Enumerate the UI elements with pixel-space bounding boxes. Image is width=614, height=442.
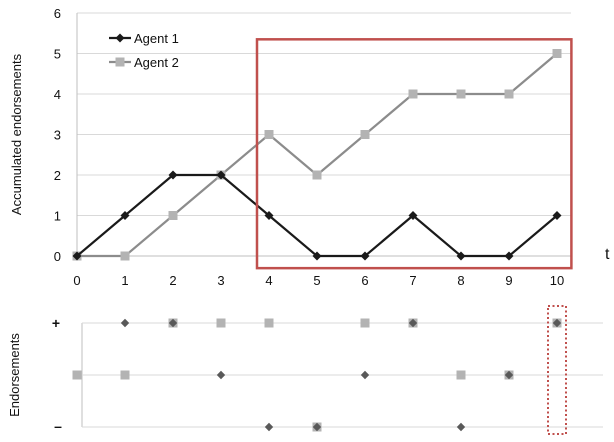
legend-marker-agent-2 — [115, 57, 125, 67]
x-tick-label: 8 — [457, 273, 464, 288]
endorsements-scatter-chart: + – Endorsements — [7, 305, 603, 435]
legend-marker-agent-1 — [115, 33, 125, 43]
highlight-box — [255, 38, 573, 270]
strip-point-agent-1 — [264, 422, 274, 432]
strip-point-agent-1 — [360, 370, 370, 380]
data-point-agent-1 — [120, 211, 130, 220]
x-tick-label: 0 — [73, 273, 80, 288]
data-point-agent-1 — [264, 211, 274, 220]
data-point-agent-2 — [168, 211, 178, 220]
strip-point-agent-1 — [168, 318, 178, 328]
data-point-agent-2 — [264, 130, 274, 139]
x-tick-label: 6 — [361, 273, 368, 288]
data-point-agent-2 — [408, 89, 418, 99]
strip-y-axis-title: Endorsements — [7, 333, 22, 417]
strip-point-agent-1 — [456, 422, 466, 432]
y-tick-label: 5 — [54, 47, 61, 62]
x-tick-label: 1 — [121, 273, 128, 288]
x-tick-label: 10 — [550, 273, 564, 288]
minus-row-label: – — [54, 418, 62, 434]
data-point-agent-1 — [360, 251, 370, 261]
data-point-agent-1 — [456, 251, 466, 261]
y-tick-label: 6 — [54, 6, 61, 21]
data-point-agent-1 — [552, 211, 562, 220]
y-tick-label: 4 — [54, 87, 61, 102]
strip-point-agent-1 — [504, 370, 514, 380]
x-tick-label: 9 — [505, 273, 512, 288]
legend-label-agent-2: Agent 2 — [134, 55, 179, 70]
y-tick-label: 0 — [54, 249, 61, 264]
data-point-agent-1 — [408, 211, 418, 220]
data-point-agent-2 — [456, 89, 466, 99]
data-point-agent-2 — [312, 170, 322, 180]
y-tick-label: 1 — [54, 209, 61, 224]
x-tick-label: 2 — [169, 273, 176, 288]
data-point-agent-1 — [312, 251, 322, 261]
data-point-agent-2 — [120, 251, 130, 261]
highlight-dotted-box — [547, 305, 567, 435]
strip-point-agent-1 — [312, 422, 322, 432]
legend-label-agent-1: Agent 1 — [134, 31, 179, 46]
plus-row-label: + — [52, 315, 60, 331]
y-tick-label: 2 — [54, 168, 61, 183]
x-tick-label: 3 — [217, 273, 224, 288]
accumulated-endorsements-chart: 0 1 2 3 4 5 6 0 1 2 3 4 5 6 7 8 9 10 Accumulated endorseme… — [9, 6, 610, 288]
y-axis-title: Accumulated endorsements — [9, 53, 24, 215]
strip-point-agent-2 — [264, 318, 274, 328]
strip-point-agent-1 — [408, 318, 418, 328]
series-line-agent-2 — [77, 52, 558, 258]
x-axis-title: t — [605, 246, 610, 263]
x-tick-label: 5 — [313, 273, 320, 288]
strip-point-agent-1 — [552, 318, 562, 328]
data-point-agent-1 — [72, 251, 82, 261]
data-point-agent-1 — [168, 170, 178, 180]
strip-point-agent-2 — [72, 370, 82, 380]
data-point-agent-2 — [360, 130, 370, 139]
data-point-agent-1 — [504, 251, 514, 261]
strip-point-agent-1 — [216, 370, 226, 380]
data-point-agent-2 — [552, 49, 562, 58]
data-point-agent-2 — [504, 89, 514, 99]
y-tick-label: 3 — [54, 128, 61, 143]
strip-point-agent-2 — [216, 318, 226, 328]
data-point-agent-1 — [216, 170, 226, 180]
strip-point-agent-2 — [120, 370, 130, 380]
x-tick-label: 7 — [409, 273, 416, 288]
x-tick-label: 4 — [265, 273, 272, 288]
strip-point-agent-2 — [456, 370, 466, 380]
strip-point-agent-2 — [360, 318, 370, 328]
strip-point-agent-1 — [120, 318, 130, 328]
